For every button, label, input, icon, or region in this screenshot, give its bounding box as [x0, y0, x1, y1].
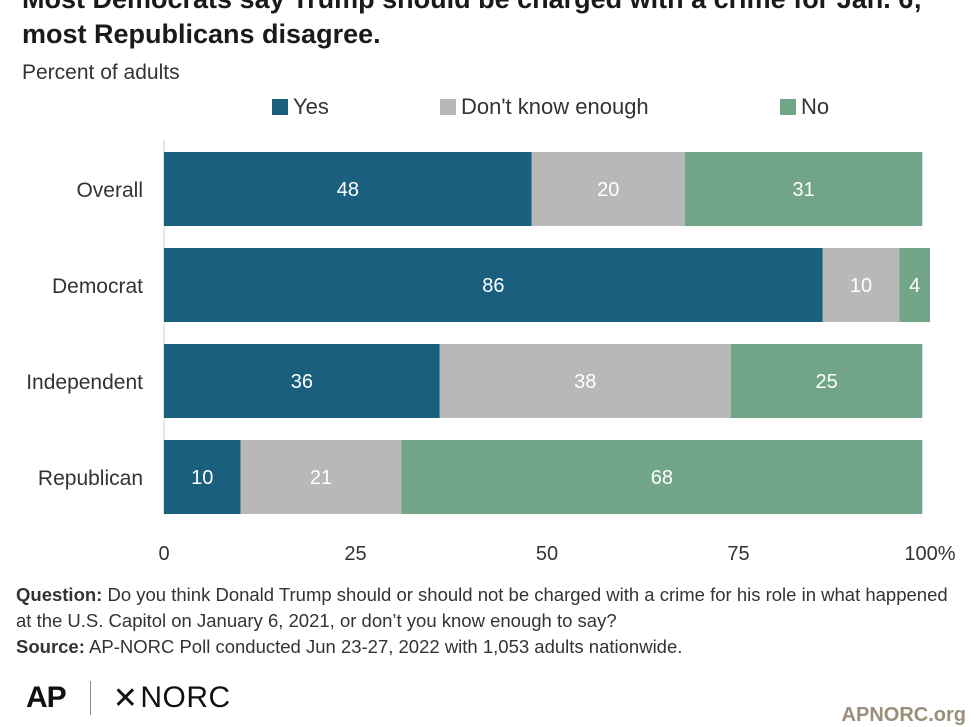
legend-swatch-no — [780, 99, 796, 115]
category-label-independent: Independent — [26, 371, 143, 394]
data-label-independent-no: 25 — [815, 371, 837, 393]
norc-logo: ✕ NORC — [113, 681, 231, 716]
data-label-independent-don-t-know-enough: 38 — [574, 371, 596, 393]
legend-item-no: No — [780, 94, 829, 120]
bar-republican-yes — [164, 440, 241, 514]
legend-item-yes: Yes — [272, 94, 329, 120]
legend-swatch-yes — [272, 99, 288, 115]
question-text: Do you think Donald Trump should or shou… — [16, 584, 948, 631]
x-tick-label-25: 25 — [344, 543, 366, 565]
bar-democrat-don-t-know-enough — [822, 248, 900, 322]
data-label-overall-don-t-know-enough: 20 — [597, 179, 619, 201]
bar-independent-don-t-know-enough — [439, 344, 731, 418]
site-url: APNORC.org — [841, 704, 966, 726]
chart-title: Most Democrats say Trump should be charg… — [22, 0, 922, 49]
data-label-democrat-don-t-know-enough: 10 — [850, 275, 872, 297]
bar-overall-no — [684, 152, 923, 226]
logo-divider — [89, 681, 91, 715]
x-tick-label-75: 75 — [727, 543, 749, 565]
bar-democrat-yes — [164, 248, 823, 322]
category-label-democrat: Democrat — [52, 275, 143, 298]
data-label-independent-yes: 36 — [291, 371, 313, 393]
norc-star-icon: ✕ — [112, 681, 139, 715]
data-label-republican-don-t-know-enough: 21 — [310, 467, 332, 489]
question-label: Question: — [16, 584, 103, 605]
data-label-republican-no: 68 — [651, 467, 673, 489]
bar-independent-no — [730, 344, 923, 418]
category-label-overall: Overall — [76, 179, 143, 202]
chart-subtitle: Percent of adults — [22, 61, 180, 84]
source-text: AP-NORC Poll conducted Jun 23-27, 2022 w… — [84, 636, 683, 657]
footnote: Question: Do you think Donald Trump shou… — [16, 582, 966, 660]
data-label-overall-no: 31 — [792, 179, 814, 201]
logos: AP ✕ NORC — [26, 680, 231, 716]
data-label-democrat-yes: 86 — [482, 275, 504, 297]
legend-item-dont-know: Don't know enough — [440, 94, 649, 120]
x-tick-label-0: 0 — [158, 543, 169, 565]
ap-logo: AP — [26, 681, 67, 714]
stacked-bar-chart: Overall 48 20 31 Democrat 86 10 4 Independent 36 3… — [26, 140, 956, 565]
category-label-republican: Republican — [38, 467, 143, 490]
data-label-republican-yes: 10 — [191, 467, 213, 489]
bar-republican-don-t-know-enough — [240, 440, 402, 514]
bar-overall-yes — [164, 152, 532, 226]
data-label-democrat-no: 4 — [909, 275, 920, 297]
bar-republican-no — [401, 440, 923, 514]
legend-swatch-dont-know — [440, 99, 456, 115]
legend-label-dont-know: Don't know enough — [461, 94, 649, 119]
bar-democrat-no — [899, 248, 930, 322]
norc-logo-text: NORC — [140, 681, 231, 714]
x-tick-label-100: 100% — [904, 543, 955, 565]
x-tick-label-50: 50 — [536, 543, 558, 565]
legend-label-yes: Yes — [293, 94, 329, 119]
bar-independent-yes — [164, 344, 440, 418]
bar-overall-don-t-know-enough — [531, 152, 685, 226]
data-label-overall-yes: 48 — [337, 179, 359, 201]
source-label: Source: — [16, 636, 85, 657]
legend-label-no: No — [801, 94, 830, 119]
